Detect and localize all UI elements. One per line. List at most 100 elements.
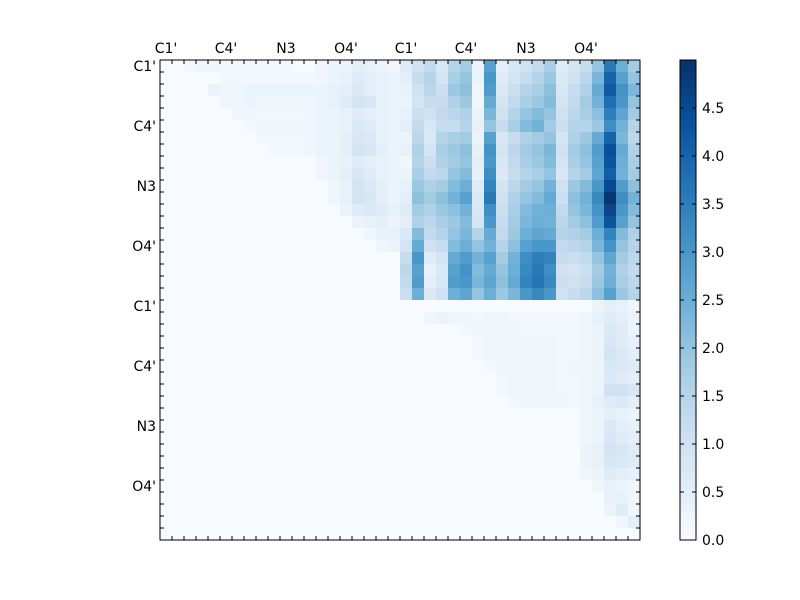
heatmap-cell xyxy=(292,516,305,529)
heatmap-cell xyxy=(448,396,461,409)
heatmap-cell xyxy=(196,300,209,313)
heatmap-cell xyxy=(544,396,557,409)
heatmap-cell xyxy=(184,420,197,433)
heatmap-cell xyxy=(604,516,617,529)
heatmap-cell xyxy=(256,444,269,457)
x-tick-label: O4' xyxy=(334,41,358,57)
heatmap-cell xyxy=(232,516,245,529)
heatmap-cell xyxy=(160,456,173,469)
heatmap-cell xyxy=(592,228,605,241)
heatmap-cell xyxy=(508,216,521,229)
heatmap-cell xyxy=(364,300,377,313)
heatmap-cell xyxy=(340,108,353,121)
heatmap-cell xyxy=(496,288,509,301)
heatmap-cell xyxy=(616,528,629,541)
heatmap-cell xyxy=(460,240,473,253)
heatmap-cell xyxy=(292,468,305,481)
heatmap-cell xyxy=(208,324,221,337)
heatmap-cell xyxy=(196,420,209,433)
y-tick-label: C1' xyxy=(133,299,156,315)
heatmap-cell xyxy=(316,312,329,325)
heatmap-cell xyxy=(496,72,509,85)
heatmap-cell xyxy=(556,504,569,517)
colorbar-tick-label: 0.5 xyxy=(702,485,724,501)
heatmap-cell xyxy=(556,528,569,541)
heatmap-cell xyxy=(388,216,401,229)
heatmap-cell xyxy=(280,156,293,169)
heatmap-cell xyxy=(532,168,545,181)
heatmap-cell xyxy=(388,372,401,385)
heatmap-cell xyxy=(436,420,449,433)
heatmap-cell xyxy=(592,264,605,277)
heatmap-cell xyxy=(472,168,485,181)
heatmap-cell xyxy=(376,288,389,301)
heatmap-cell xyxy=(400,492,413,505)
heatmap-cell xyxy=(376,252,389,265)
heatmap-cell xyxy=(244,276,257,289)
heatmap-cell xyxy=(304,312,317,325)
heatmap-cell xyxy=(196,360,209,373)
heatmap-cell xyxy=(388,384,401,397)
heatmap-cell xyxy=(400,228,413,241)
heatmap-cell xyxy=(244,432,257,445)
heatmap-cell xyxy=(544,468,557,481)
heatmap-cell xyxy=(220,492,233,505)
heatmap-cell xyxy=(604,60,617,73)
heatmap-cell xyxy=(256,228,269,241)
heatmap-cell xyxy=(376,300,389,313)
heatmap-cell xyxy=(364,216,377,229)
heatmap-cell xyxy=(268,120,281,133)
heatmap-cell xyxy=(496,396,509,409)
heatmap-cell xyxy=(472,348,485,361)
heatmap-cell xyxy=(304,96,317,109)
heatmap-cell xyxy=(172,264,185,277)
heatmap-cell xyxy=(364,504,377,517)
heatmap-cell xyxy=(520,492,533,505)
heatmap-cell xyxy=(160,480,173,493)
heatmap-cell xyxy=(196,336,209,349)
heatmap-cell xyxy=(316,216,329,229)
heatmap-cell xyxy=(316,288,329,301)
heatmap-cell xyxy=(268,252,281,265)
heatmap-cell xyxy=(340,144,353,157)
heatmap-cell xyxy=(292,72,305,85)
heatmap-cell xyxy=(220,336,233,349)
heatmap-cell xyxy=(256,312,269,325)
heatmap-cell xyxy=(568,360,581,373)
heatmap-cell xyxy=(496,384,509,397)
x-tick-labels: C1' C4' N3 O4' C1' C4' N3 O4' xyxy=(155,41,598,57)
heatmap-cell xyxy=(400,132,413,145)
heatmap-cell xyxy=(256,432,269,445)
heatmap-cell xyxy=(376,384,389,397)
heatmap-cell xyxy=(508,324,521,337)
heatmap-cell xyxy=(436,528,449,541)
heatmap-cell xyxy=(460,228,473,241)
heatmap-cell xyxy=(160,216,173,229)
heatmap-cell xyxy=(388,240,401,253)
heatmap-cell xyxy=(268,276,281,289)
heatmap-cell xyxy=(268,108,281,121)
heatmap-cell xyxy=(232,444,245,457)
heatmap-cell xyxy=(232,300,245,313)
heatmap-cell xyxy=(484,120,497,133)
heatmap-cell xyxy=(556,276,569,289)
heatmap-cell xyxy=(616,456,629,469)
heatmap-cell xyxy=(352,168,365,181)
heatmap-cell xyxy=(472,468,485,481)
heatmap-cell xyxy=(172,144,185,157)
heatmap-cell xyxy=(304,180,317,193)
heatmap-cell xyxy=(292,288,305,301)
colorbar-ticks: 0.0 0.5 1.0 1.5 2.0 2.5 3.0 3.5 4.0 4.5 xyxy=(680,101,724,549)
heatmap-cell xyxy=(628,360,641,373)
heatmap-cell xyxy=(244,180,257,193)
heatmap-cell xyxy=(520,192,533,205)
heatmap-cell xyxy=(280,132,293,145)
heatmap-cell xyxy=(208,288,221,301)
heatmap-cell xyxy=(496,252,509,265)
heatmap-cell xyxy=(388,408,401,421)
heatmap-cell xyxy=(172,516,185,529)
heatmap-cell xyxy=(256,72,269,85)
heatmap-cell xyxy=(556,204,569,217)
heatmap-cell xyxy=(532,444,545,457)
colorbar-tick-label: 4.0 xyxy=(702,149,724,165)
